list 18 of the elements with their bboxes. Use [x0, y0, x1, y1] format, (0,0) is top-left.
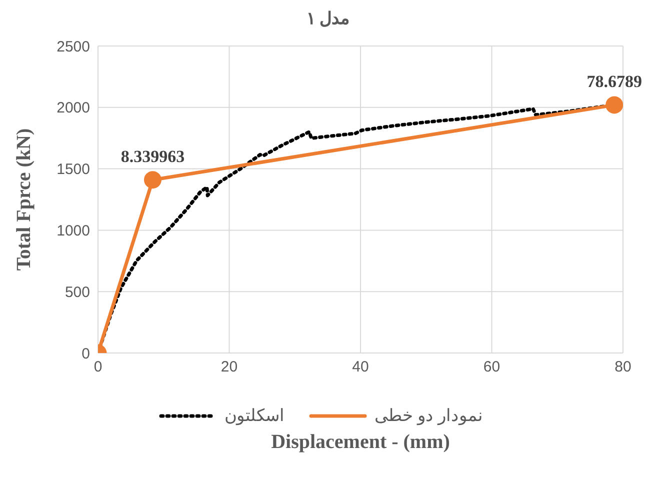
y-tick-label: 500: [64, 284, 90, 301]
x-axis-title: Displacement - (mm): [271, 431, 450, 453]
y-tick-label: 1000: [56, 222, 90, 240]
legend-label: اسکلتون: [224, 405, 284, 426]
x-tick-label: 80: [614, 358, 632, 376]
x-tick-label: 20: [220, 358, 238, 376]
y-tick-label: 1500: [56, 161, 90, 178]
chart-title: مدل ۱: [305, 8, 351, 30]
y-tick-label: 2500: [56, 38, 90, 56]
y-tick-label: 0: [82, 345, 90, 362]
annotation: 78.6789: [586, 72, 642, 91]
x-tick-label: 40: [352, 358, 369, 376]
x-tick-label: 60: [483, 358, 500, 376]
annotation: 8.339963: [120, 146, 185, 166]
y-tick-label: 2000: [56, 100, 90, 117]
legend-label: نمودار دو خطی: [374, 405, 483, 426]
x-tick-label: 0: [94, 358, 102, 376]
y-axis-title: Total Fprce (kN): [13, 128, 36, 271]
